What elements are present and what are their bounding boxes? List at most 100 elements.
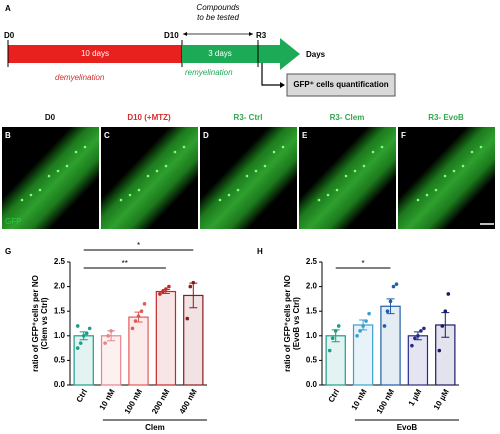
cell <box>380 145 384 149</box>
micrograph <box>299 127 396 229</box>
panel-letter: A <box>5 4 11 13</box>
cell <box>245 174 249 178</box>
cell <box>164 164 168 168</box>
arrow-head <box>280 82 285 88</box>
image-title: R3- Clem <box>330 113 365 122</box>
cell <box>461 164 465 168</box>
x-tick-label: Ctrl <box>327 388 342 404</box>
data-point <box>355 334 359 338</box>
y-tick-label: 0.5 <box>306 356 318 365</box>
image-row: D0 B D10 (+MTZ) C R3- Ctrl D R3- Clem E R3- EvoB… <box>2 113 495 229</box>
y-axis-label: (EvoB vs Ctrl) <box>292 297 301 350</box>
data-point <box>109 329 113 333</box>
remyelination-arrow <box>182 38 300 70</box>
y-tick-label: 2.0 <box>54 282 66 291</box>
cell <box>137 188 141 192</box>
cell <box>182 145 186 149</box>
data-point <box>188 284 193 289</box>
compounds-label: to be tested <box>197 13 239 22</box>
y-axis-label: ratio of GFP⁺cells per NO <box>283 275 292 372</box>
data-point <box>87 326 92 331</box>
x-tick-label: 100 nM <box>375 387 397 415</box>
data-point <box>410 343 414 348</box>
data-point <box>164 287 168 291</box>
cell <box>263 164 267 168</box>
micrograph <box>101 127 198 229</box>
cell <box>344 174 348 178</box>
cell <box>128 193 132 197</box>
cell <box>227 193 231 197</box>
data-point <box>385 309 390 314</box>
x-tick-label: 100 nM <box>123 387 145 415</box>
data-point <box>75 324 80 328</box>
d0-label: D0 <box>4 31 15 40</box>
cell <box>335 188 339 192</box>
data-point <box>191 280 196 285</box>
panel-letter: F <box>401 131 406 140</box>
group-label: EvoB <box>397 423 418 432</box>
image-title: R3- Ctrl <box>234 113 263 122</box>
x-tick-label: 10 nM <box>350 387 369 411</box>
data-point <box>167 284 171 289</box>
bar <box>407 335 429 386</box>
y-tick-label: 1.0 <box>306 331 318 340</box>
data-point <box>185 316 190 321</box>
data-point <box>391 284 396 289</box>
micrograph <box>200 127 297 229</box>
panel-letter: B <box>5 131 11 140</box>
cell <box>65 164 69 168</box>
data-point <box>158 292 162 296</box>
panel-letter: D <box>203 131 209 140</box>
quantification-label: GFP⁺ cells quantification <box>293 80 388 89</box>
data-point <box>136 314 141 318</box>
x-tick-label: 200 nM <box>150 387 172 415</box>
d10-label: D10 <box>164 31 179 40</box>
y-tick-label: 2.0 <box>306 282 318 291</box>
x-tick-label: 10 µM <box>432 387 451 411</box>
data-point <box>419 329 423 333</box>
data-point <box>133 319 138 323</box>
y-tick-label: 1.0 <box>54 331 66 340</box>
data-point <box>367 311 371 316</box>
cell <box>443 174 447 178</box>
y-tick-label: 0.0 <box>54 380 66 389</box>
cell <box>371 150 375 154</box>
data-point <box>364 319 368 323</box>
significance-label: * <box>362 259 365 268</box>
cell <box>452 169 456 173</box>
cell <box>434 188 438 192</box>
axis-label: Days <box>306 50 326 59</box>
data-point <box>161 289 165 294</box>
cell <box>281 145 285 149</box>
cell <box>362 164 366 168</box>
cell <box>317 198 321 202</box>
data-point <box>75 346 80 350</box>
y-tick-label: 1.5 <box>306 306 318 315</box>
y-axis-label: ratio of GFP⁺cells per NO <box>31 275 40 372</box>
y-tick-label: 1.5 <box>54 306 66 315</box>
image-title: D10 (+MTZ) <box>127 113 171 122</box>
data-point <box>443 309 448 314</box>
cell <box>236 188 240 192</box>
connector <box>261 63 280 86</box>
image-title: R3- EvoB <box>428 113 464 122</box>
cell <box>479 145 483 149</box>
data-point <box>382 324 387 328</box>
cell <box>146 174 150 178</box>
data-point <box>84 331 89 336</box>
data-point <box>358 329 362 333</box>
cell <box>470 150 474 154</box>
data-point <box>330 336 335 341</box>
data-point <box>81 334 86 338</box>
x-tick-label: 1 µM <box>407 387 424 407</box>
cell <box>83 145 87 149</box>
bar <box>325 335 346 386</box>
micrograph <box>2 127 99 229</box>
group-label: Clem <box>145 423 165 432</box>
significance-label: ** <box>122 259 128 268</box>
cell <box>173 150 177 154</box>
x-tick-label: 400 nM <box>178 387 200 415</box>
cell <box>74 150 78 154</box>
y-tick-label: 0.0 <box>306 380 318 389</box>
y-tick-label: 2.5 <box>306 257 318 266</box>
